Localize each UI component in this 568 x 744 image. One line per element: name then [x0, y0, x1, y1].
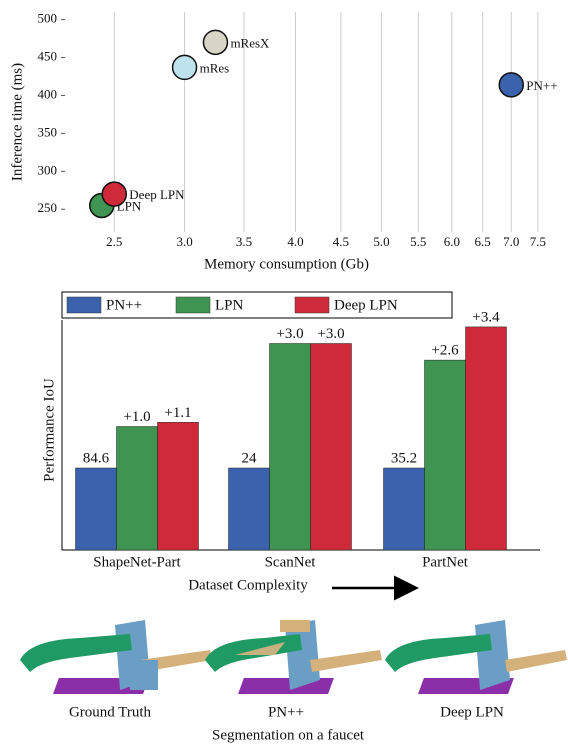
y-tick-label: 400: [38, 86, 58, 101]
faucet-deep-lpn: [385, 620, 567, 694]
bar: [384, 468, 425, 550]
point: [173, 55, 197, 79]
bar: [425, 360, 466, 550]
bar: [158, 422, 199, 550]
value-label: +2.6: [431, 343, 459, 359]
x-axis-label: Memory consumption (Gb): [204, 256, 369, 272]
x-tick-label: 7.0: [503, 234, 519, 249]
value-label: +1.1: [164, 405, 191, 421]
y-tick-label: 350: [38, 124, 58, 139]
figure-caption: Segmentation on a faucet: [212, 727, 365, 743]
legend-swatch: [295, 297, 329, 313]
legend-swatch: [67, 297, 101, 313]
point-label: mResX: [230, 35, 270, 50]
x-tick-label: 2.5: [106, 234, 122, 249]
y-tick-label: 500: [38, 11, 58, 26]
x-tick-label: 7.5: [530, 234, 546, 249]
point-label: mRes: [200, 60, 230, 75]
x-tick-label: 4.5: [333, 234, 349, 249]
point-label: Deep LPN: [129, 187, 185, 202]
legend-swatch: [176, 297, 210, 313]
x-tick-label: 5.0: [373, 234, 389, 249]
caption: Deep LPN: [440, 704, 504, 720]
point-label: PN++: [526, 78, 557, 93]
legend-label: Deep LPN: [334, 297, 398, 313]
y-tick-label: 250: [38, 200, 58, 215]
x-tick-label: PartNet: [422, 554, 469, 570]
bar: [229, 468, 270, 550]
value-label: 84.6: [83, 450, 110, 466]
x-axis-label: Dataset Complexity: [188, 577, 308, 593]
x-tick-label: 5.5: [410, 234, 426, 249]
bar: [311, 344, 352, 551]
value-label: +3.0: [276, 326, 303, 342]
value-label: 24: [242, 450, 258, 466]
value-label: +3.0: [317, 326, 344, 342]
caption: PN++: [268, 704, 304, 720]
value-label: +3.4: [472, 309, 500, 325]
y-axis-label: Performance IoU: [41, 378, 57, 482]
x-tick-label: ShapeNet-Part: [93, 554, 181, 570]
faucet-pn: [205, 620, 382, 694]
point: [102, 182, 126, 206]
x-tick-label: 6.0: [444, 234, 460, 249]
x-tick-label: ScanNet: [265, 554, 317, 570]
x-tick-label: 3.5: [236, 234, 252, 249]
value-label: +1.0: [123, 409, 150, 425]
legend-label: LPN: [215, 297, 244, 313]
bar: [466, 327, 507, 550]
caption: Ground Truth: [69, 704, 152, 720]
point: [203, 30, 227, 54]
y-axis-label: Inference time (ms): [9, 63, 25, 181]
x-tick-label: 6.5: [475, 234, 491, 249]
x-tick-label: 4.0: [287, 234, 303, 249]
legend-label: PN++: [106, 297, 142, 313]
bar: [270, 344, 311, 551]
point: [499, 73, 523, 97]
y-tick-label: 300: [38, 162, 58, 177]
value-label: 35.2: [391, 450, 417, 466]
faucet-ground-truth: [20, 620, 212, 694]
bar: [76, 468, 117, 550]
x-tick-label: 3.0: [176, 234, 192, 249]
bar: [117, 427, 158, 551]
figure: Ground Truth PN++ Deep LPN Segmentation …: [0, 0, 568, 744]
y-tick-label: 450: [38, 49, 58, 64]
